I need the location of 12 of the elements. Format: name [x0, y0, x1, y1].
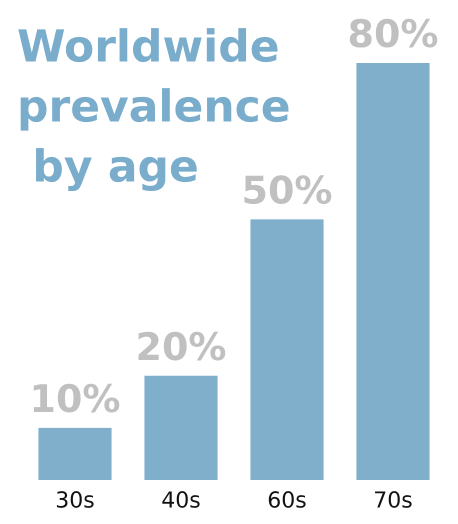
data-label: 20%: [136, 324, 226, 369]
x-tick-label: 60s: [267, 488, 307, 514]
bar: [38, 428, 112, 480]
x-tick-label: 40s: [161, 488, 201, 514]
data-label: 10%: [30, 376, 120, 421]
bar: [356, 63, 430, 480]
x-tick-label: 30s: [55, 488, 95, 514]
bar: [250, 219, 324, 480]
bar: [144, 376, 218, 480]
data-label: 50%: [242, 168, 332, 212]
x-tick-label: 70s: [373, 488, 413, 514]
data-label: 80%: [348, 12, 438, 56]
